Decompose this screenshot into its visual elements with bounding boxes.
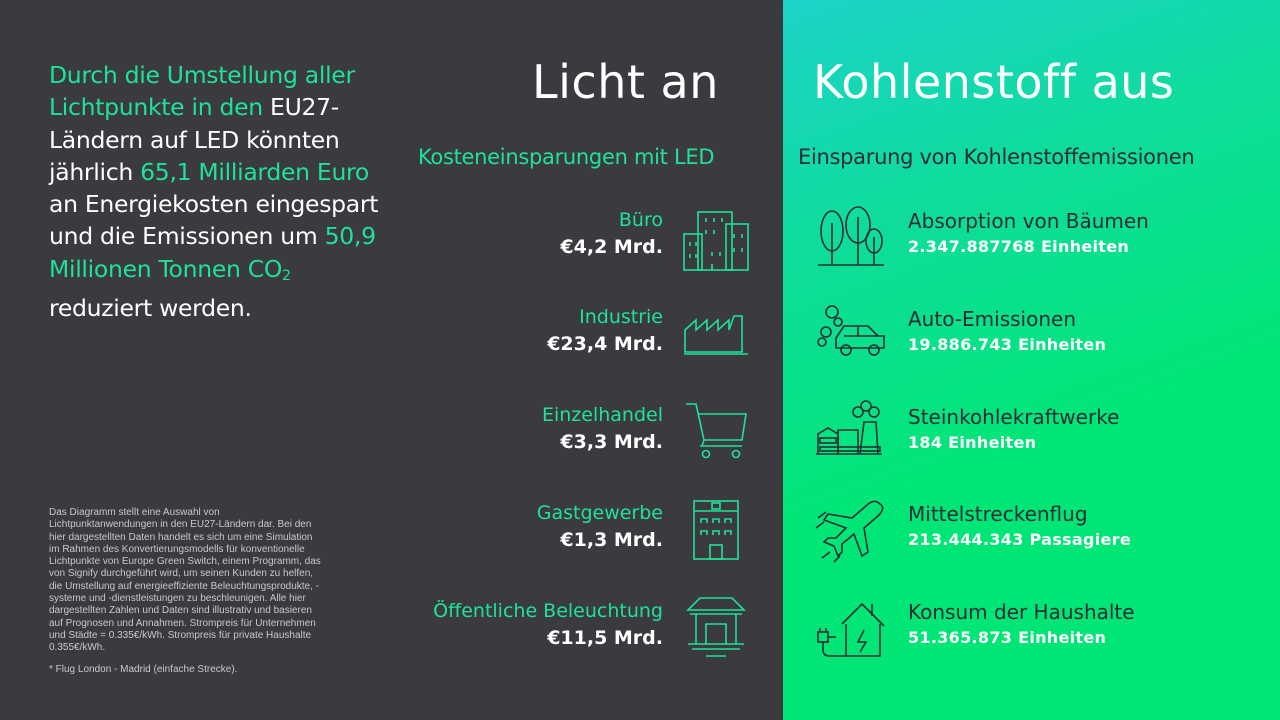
footnote-flight: * Flug London - Madrid (einfache Strecke…: [49, 663, 238, 675]
intro-text: Durch die Umstellung aller Lichtpunkte i…: [49, 59, 399, 324]
cost-label: Gastgewerbe: [536, 502, 663, 524]
emission-label: Steinkohlekraftwerke: [908, 405, 1120, 429]
trees-icon: [814, 203, 888, 269]
subtitle-cost-savings: Kosteneinsparungen mit LED: [418, 145, 715, 169]
street-lamp-icon: [682, 594, 750, 660]
subtitle-carbon-savings: Einsparung von Kohlenstoffemissionen: [798, 145, 1195, 169]
intro-part-6: reduziert werden.: [49, 294, 252, 323]
cost-label: Öffentliche Beleuchtung: [433, 600, 663, 622]
emission-item-household: Konsum der Haushalte 51.365.873 Einheite…: [908, 599, 1135, 650]
cost-item-retail: Einzelhandel €3,3 Mrd.: [542, 402, 663, 456]
car-emission-icon: [814, 302, 888, 368]
emission-label: Auto-Emissionen: [908, 307, 1076, 331]
footnote: Das Diagramm stellt eine Auswahl von Lic…: [49, 507, 324, 685]
emission-value: 213.444.343 Passagiere: [908, 530, 1131, 549]
emission-value: 19.886.743 Einheiten: [908, 335, 1107, 354]
intro-part-3: 65,1 Milliarden Euro: [140, 157, 369, 186]
left-panel: [0, 0, 783, 720]
cost-value: €4,2 Mrd.: [560, 236, 663, 258]
emission-item-car: Auto-Emissionen 19.886.743 Einheiten: [908, 306, 1106, 357]
emission-value: 184 Einheiten: [908, 433, 1037, 452]
hotel-icon: [682, 497, 750, 563]
factory-icon: [682, 306, 750, 372]
cost-item-public-lighting: Öffentliche Beleuchtung €11,5 Mrd.: [433, 598, 663, 652]
emission-value: 51.365.873 Einheiten: [908, 628, 1107, 647]
cost-item-hospitality: Gastgewerbe €1,3 Mrd.: [537, 500, 663, 554]
power-plant-icon: [814, 398, 888, 464]
cost-value: €1,3 Mrd.: [560, 529, 663, 551]
title-kohlenstoff-aus: Kohlenstoff aus: [813, 55, 1175, 109]
cost-value: €3,3 Mrd.: [560, 431, 663, 453]
cost-label: Industrie: [579, 306, 663, 328]
intro-part-1: Durch die Umstellung aller Lichtpunkte i…: [49, 61, 355, 122]
intro-part-5: 50,9 Millionen Tonnen CO2: [49, 222, 376, 284]
emission-item-power-plant: Steinkohlekraftwerke 184 Einheiten: [908, 404, 1119, 455]
intro-part-4: an Energiekosten eingespart und die Emis…: [49, 190, 379, 251]
right-panel: [783, 0, 1280, 720]
emission-label: Mittelstreckenflug: [908, 502, 1088, 526]
cost-label: Büro: [618, 209, 663, 231]
cost-item-industry: Industrie €23,4 Mrd.: [547, 304, 663, 358]
airplane-icon: [814, 498, 888, 564]
cost-value: €11,5 Mrd.: [547, 627, 663, 649]
emission-label: Konsum der Haushalte: [908, 600, 1135, 624]
cost-value: €23,4 Mrd.: [547, 333, 663, 355]
title-licht-an: Licht an: [532, 55, 719, 109]
office-building-icon: [682, 208, 750, 274]
cost-label: Einzelhandel: [541, 404, 663, 426]
emission-item-trees: Absorption von Bäumen 2.347.887768 Einhe…: [908, 208, 1149, 259]
emission-value: 2.347.887768 Einheiten: [908, 237, 1130, 256]
shopping-cart-icon: [682, 400, 750, 466]
intro-part-2: EU27-Ländern auf LED könnten jährlich: [49, 93, 340, 186]
emission-item-flight: Mittelstreckenflug 213.444.343 Passagier…: [908, 501, 1131, 552]
cost-item-office: Büro €4,2 Mrd.: [560, 207, 663, 261]
footnote-text: Das Diagramm stellt eine Auswahl von Lic…: [49, 507, 321, 654]
house-plug-icon: [814, 596, 888, 662]
emission-label: Absorption von Bäumen: [908, 209, 1149, 233]
